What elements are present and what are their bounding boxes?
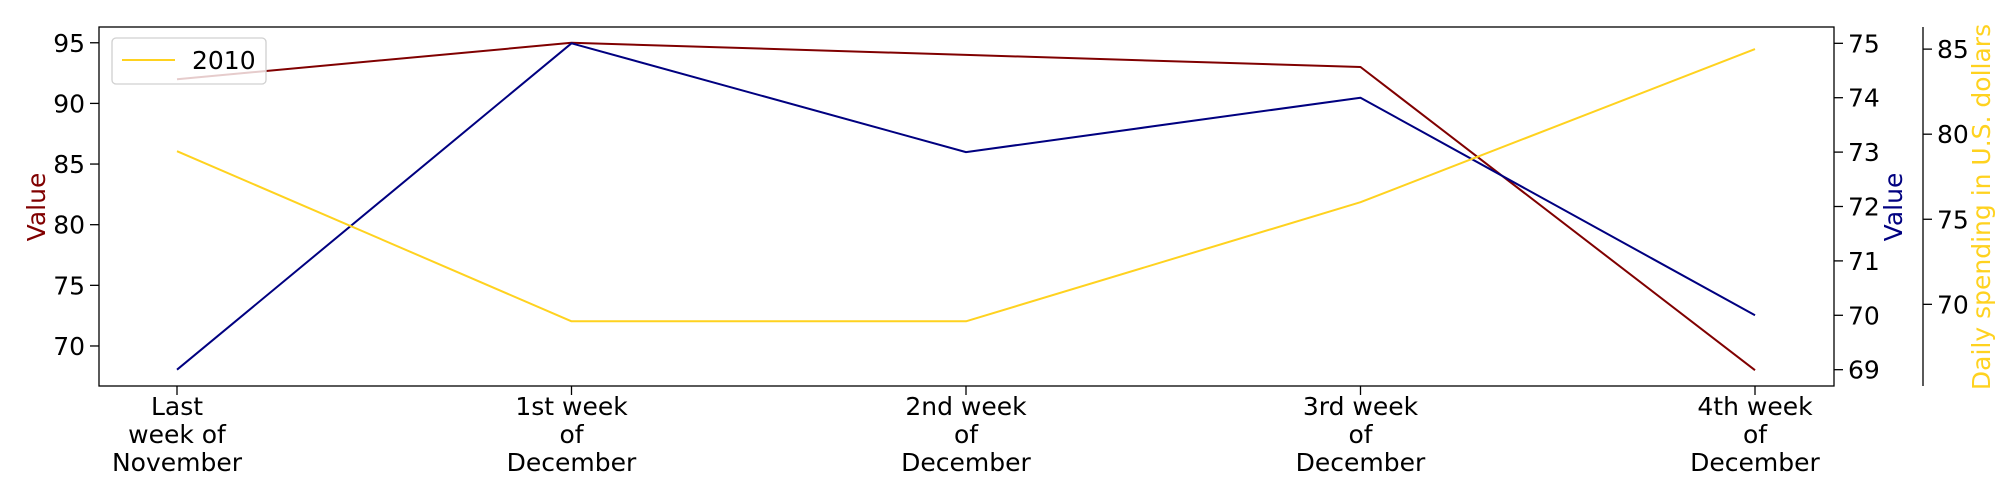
x-tick-label: 3rd week of December xyxy=(1296,392,1426,477)
far-right-y-axis-label: Daily spending in U.S. dollars xyxy=(1967,24,1996,390)
left-y-tick-label: 90 xyxy=(53,89,85,118)
x-tick-label: 1st week of December xyxy=(507,392,637,477)
right-y-axis-label: Value xyxy=(1879,173,1908,242)
plot-frame xyxy=(98,26,1924,387)
left-y-tick-label: 85 xyxy=(53,150,85,179)
far-right-y-tick-label: 80 xyxy=(1937,120,1969,149)
right-y-tick-label: 72 xyxy=(1848,193,1880,222)
left-y-tick-label: 80 xyxy=(53,211,85,240)
right-y-tick-label: 73 xyxy=(1848,138,1880,167)
x-tick-label: 2nd week of December xyxy=(901,392,1031,477)
axis-labels: Value Value Daily spending in U.S. dolla… xyxy=(22,24,1996,390)
legend-box xyxy=(111,37,267,85)
x-tick-label: 4th week of December xyxy=(1690,392,1820,477)
right-y-tick-label: 71 xyxy=(1848,247,1880,276)
right-y-tick-label: 69 xyxy=(1848,356,1880,385)
right-y-tick-label: 70 xyxy=(1848,301,1880,330)
series-line-left-axis xyxy=(176,41,1756,371)
x-tick-label: Last week of November xyxy=(112,392,243,477)
legend: 2010 xyxy=(111,37,267,85)
plot-area-border xyxy=(98,26,1835,387)
legend-label-2010: 2010 xyxy=(192,46,256,75)
left-y-axis-label: Value xyxy=(22,173,51,242)
far-right-y-tick-label: 75 xyxy=(1937,205,1969,234)
right-y-tick-label: 74 xyxy=(1848,84,1880,113)
series-line-2010 xyxy=(176,48,1756,323)
series-line-right-axis xyxy=(176,42,1756,371)
plot-lines xyxy=(176,41,1756,371)
axis-ticks: 70 75 80 85 90 95 69 70 71 72 73 74 75 70 75 80 85 Last we… xyxy=(53,29,1969,477)
right-y-tick-label: 75 xyxy=(1848,29,1880,58)
far-right-y-tick-label: 85 xyxy=(1937,35,1969,64)
far-right-y-tick-label: 70 xyxy=(1937,290,1969,319)
left-y-tick-label: 95 xyxy=(53,29,85,58)
left-y-tick-label: 70 xyxy=(53,332,85,361)
left-y-tick-label: 75 xyxy=(53,271,85,300)
